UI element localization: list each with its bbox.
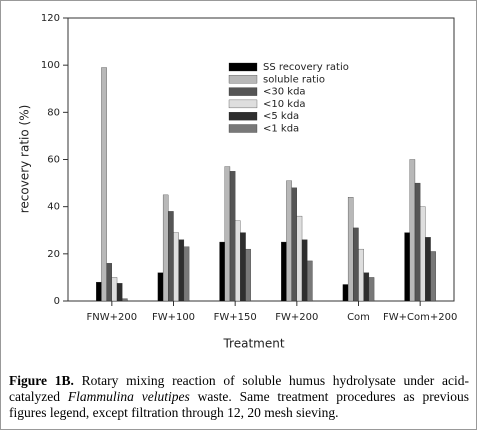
bar	[245, 248, 251, 302]
y-tick-label: 60	[47, 155, 60, 166]
bar	[235, 220, 241, 302]
bar	[240, 232, 246, 302]
legend-label: <5 kda	[263, 111, 299, 122]
bar	[420, 206, 426, 302]
x-tick-label: FW+150	[214, 312, 257, 323]
y-axis-label: recovery ratio (%)	[18, 105, 32, 214]
chart: Treatment recovery ratio (%) 0 20 40 60 80 10…	[18, 13, 458, 351]
bar	[116, 283, 123, 302]
bar	[106, 263, 112, 302]
plot-frame	[67, 17, 455, 302]
bar	[178, 239, 185, 302]
legend-swatch	[228, 99, 258, 109]
bar	[229, 171, 236, 302]
bar	[122, 298, 128, 302]
legend-label: SS recovery ratio	[263, 62, 349, 73]
y-tick-label: 20	[47, 249, 60, 260]
legend-label: <10 kda	[263, 99, 306, 110]
x-tick-label: FW+200	[275, 312, 318, 323]
bar	[162, 194, 169, 302]
bar	[219, 241, 225, 302]
bar	[111, 277, 118, 302]
bar	[404, 232, 410, 302]
bar	[409, 159, 416, 302]
bar	[430, 251, 436, 302]
bar	[168, 211, 174, 302]
bar	[358, 248, 364, 302]
bar	[101, 67, 107, 302]
bar	[281, 241, 287, 302]
x-axis-label: Treatment	[222, 337, 284, 351]
bar	[96, 281, 102, 302]
bar	[157, 272, 164, 302]
y-tick-label: 120	[41, 13, 60, 24]
legend-swatch	[228, 75, 258, 84]
bar	[183, 246, 190, 302]
bar	[347, 197, 354, 302]
x-tick-label: Com	[347, 312, 370, 323]
legend-label: soluble ratio	[263, 74, 325, 85]
bar	[414, 182, 421, 302]
legend-swatch	[228, 124, 258, 133]
bar	[363, 272, 370, 302]
bar	[307, 260, 313, 302]
caption: Figure 1B. Rotary mixing reaction of sol…	[9, 373, 469, 421]
y-tick-label: 80	[47, 107, 60, 118]
bar	[286, 180, 292, 302]
y-tick-label: 40	[47, 202, 60, 213]
bar	[425, 237, 431, 302]
x-tick-label: FW+100	[152, 312, 195, 323]
caption-text: waste. Same treatment procedures as prev…	[9, 389, 469, 420]
caption-text: Rotary mixing reaction of soluble humus …	[9, 373, 470, 404]
caption-label: Figure 1B.	[9, 373, 74, 388]
bar	[342, 284, 349, 302]
caption-species: Flammulina velutipes	[67, 389, 190, 404]
legend-swatch	[228, 87, 258, 96]
bar	[291, 187, 297, 302]
bar	[173, 232, 179, 302]
legend-swatch	[228, 112, 258, 121]
bar	[296, 215, 303, 302]
y-tick-label: 0	[54, 296, 60, 307]
x-tick-label: FNW+200	[87, 312, 138, 323]
bar	[301, 239, 308, 302]
legend-label: <30 kda	[263, 87, 306, 98]
y-tick-label: 100	[41, 60, 60, 71]
legend-swatch	[228, 62, 258, 72]
bar	[224, 166, 231, 302]
bar	[353, 227, 359, 302]
x-tick-label: FW+Com+200	[383, 312, 457, 323]
bar	[368, 277, 375, 302]
legend-label: <1 kda	[263, 124, 299, 135]
